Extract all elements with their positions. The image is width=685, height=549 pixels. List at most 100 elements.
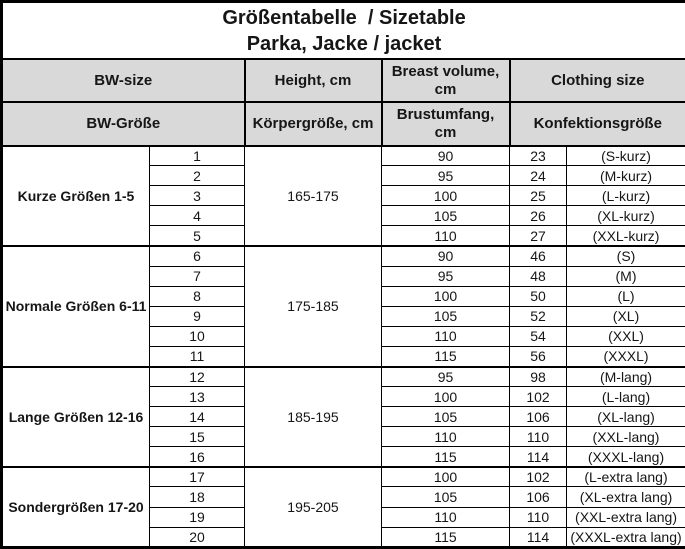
header-breast-volume: Breast volume, cm [380,58,511,104]
clothing-size-cell: 56 [509,345,567,368]
breast-volume-cell: 95 [381,165,510,187]
clothing-size-cell: 24 [509,165,567,187]
bw-size-cell: 14 [149,406,245,428]
bw-size-cell: 12 [149,365,245,388]
clothing-size-cell: 114 [509,526,567,549]
height-range-cell: 185-195 [244,365,382,468]
clothing-size-cell: 52 [509,305,567,327]
breast-volume-cell: 115 [381,446,510,468]
breast-volume-cell: 110 [381,225,510,247]
header-height-en: Height, cm [243,58,383,104]
breast-volume-cell: 100 [381,285,510,307]
clothing-label-cell: (M-kurz) [565,165,685,187]
height-range-cell: 175-185 [244,245,382,368]
breast-volume-cell: 110 [381,325,510,347]
bw-size-cell: 4 [149,205,245,227]
group-label-cell: Lange Größen 12-16 [1,365,150,468]
clothing-size-cell: 25 [509,185,567,207]
clothing-label-cell: (L-lang) [565,386,685,408]
clothing-label-cell: (XL) [565,305,685,327]
breast-volume-cell: 95 [381,365,510,388]
bw-size-cell: 18 [149,486,245,508]
table-row: Normale Größen 6-11 6 175-185 90 46 (S) [1,245,685,368]
clothing-label-cell: (L-kurz) [565,185,685,207]
clothing-label-cell: (L) [565,285,685,307]
clothing-size-cell: 110 [509,506,567,528]
breast-volume-cell: 115 [381,345,510,368]
clothing-label-cell: (M-lang) [565,365,685,388]
clothing-label-cell: (XXXL-lang) [565,446,685,468]
clothing-label-cell: (XXXL-extra lang) [565,526,685,549]
breast-volume-cell: 95 [381,265,510,287]
height-range-cell: 195-205 [244,465,382,548]
group-label-cell: Sondergrößen 17-20 [1,465,150,548]
breast-volume-cell: 105 [381,205,510,227]
clothing-label-cell: (S) [565,245,685,267]
bw-size-cell: 11 [149,345,245,368]
header-row-en: BW-size Height, cm Breast volume, cm Clo… [0,58,685,104]
bw-size-cell: 17 [149,465,245,488]
table-body: Kurze Größen 1-5 1 165-175 90 23 (S-kurz) 2 95 2… [1,144,685,549]
table-title: Größentabelle / Sizetable Parka, Jacke /… [0,1,685,61]
breast-volume-cell: 110 [381,426,510,448]
header-clothing-size: Clothing size [508,58,685,104]
clothing-size-cell: 102 [509,386,567,408]
clothing-size-cell: 106 [509,486,567,508]
bw-size-cell: 5 [149,225,245,247]
bw-size-cell: 9 [149,305,245,327]
clothing-size-cell: 106 [509,406,567,428]
clothing-label-cell: (XXL-lang) [565,426,685,448]
clothing-label-cell: (XXL-kurz) [565,225,685,247]
table-row: 8 100 50 (L) [2,285,685,307]
header-koerpergroesse: Körpergröße, cm [243,101,383,147]
header-bw-groesse: BW-Größe [0,101,246,147]
bw-size-cell: 2 [149,165,245,187]
header-row-de: BW-Größe Körpergröße, cm Brustumfang, cm… [0,101,685,147]
clothing-label-cell: (XXL) [565,325,685,347]
table-row: 7 95 48 (M) [2,265,685,287]
clothing-size-cell: 26 [509,205,567,227]
bw-size-cell: 15 [149,426,245,448]
title-line-1: Größentabelle / Sizetable [222,6,466,29]
table-row: 4 105 26 (XL-kurz) [2,205,685,227]
clothing-size-cell: 114 [509,446,567,468]
height-range-cell: 165-175 [244,144,382,247]
clothing-label-cell: (XXL-extra lang) [565,506,685,528]
bw-size-cell: 10 [149,325,245,347]
table-row: 11 115 56 (XXXL) [2,345,685,368]
bw-size-cell: 7 [149,265,245,287]
clothing-size-cell: 46 [509,245,567,267]
table-row: 3 100 25 (L-kurz) [2,185,685,207]
group-label-cell: Kurze Größen 1-5 [1,144,150,247]
breast-volume-cell: 90 [381,144,510,167]
header-brustumfang: Brustumfang, cm [380,101,511,147]
bw-size-cell: 1 [149,144,245,167]
table-row: 5 110 27 (XXL-kurz) [2,225,685,247]
breast-volume-cell: 100 [381,386,510,408]
clothing-size-cell: 27 [509,225,567,247]
clothing-size-cell: 110 [509,426,567,448]
header-konfektionsgroesse: Konfektionsgröße [508,101,685,147]
title-row: Größentabelle / Sizetable Parka, Jacke /… [0,1,685,61]
bw-size-cell: 20 [149,526,245,549]
bw-size-cell: 8 [149,285,245,307]
clothing-label-cell: (M) [565,265,685,287]
breast-volume-cell: 110 [381,506,510,528]
clothing-size-cell: 48 [509,265,567,287]
clothing-size-cell: 50 [509,285,567,307]
bw-size-cell: 13 [149,386,245,408]
table-row: 14 105 106 (XL-lang) [2,406,685,428]
breast-volume-cell: 105 [381,305,510,327]
bw-size-cell: 3 [149,185,245,207]
group-label-cell: Normale Größen 6-11 [1,245,150,368]
clothing-label-cell: (S-kurz) [565,144,685,167]
bw-size-cell: 16 [149,446,245,468]
table-row: 10 110 54 (XXL) [2,325,685,347]
clothing-label-cell: (XL-extra lang) [565,486,685,508]
breast-volume-cell: 90 [381,245,510,267]
clothing-size-cell: 102 [509,465,567,488]
clothing-size-cell: 98 [509,365,567,388]
breast-volume-cell: 100 [381,465,510,488]
header-bw-size: BW-size [0,58,246,104]
